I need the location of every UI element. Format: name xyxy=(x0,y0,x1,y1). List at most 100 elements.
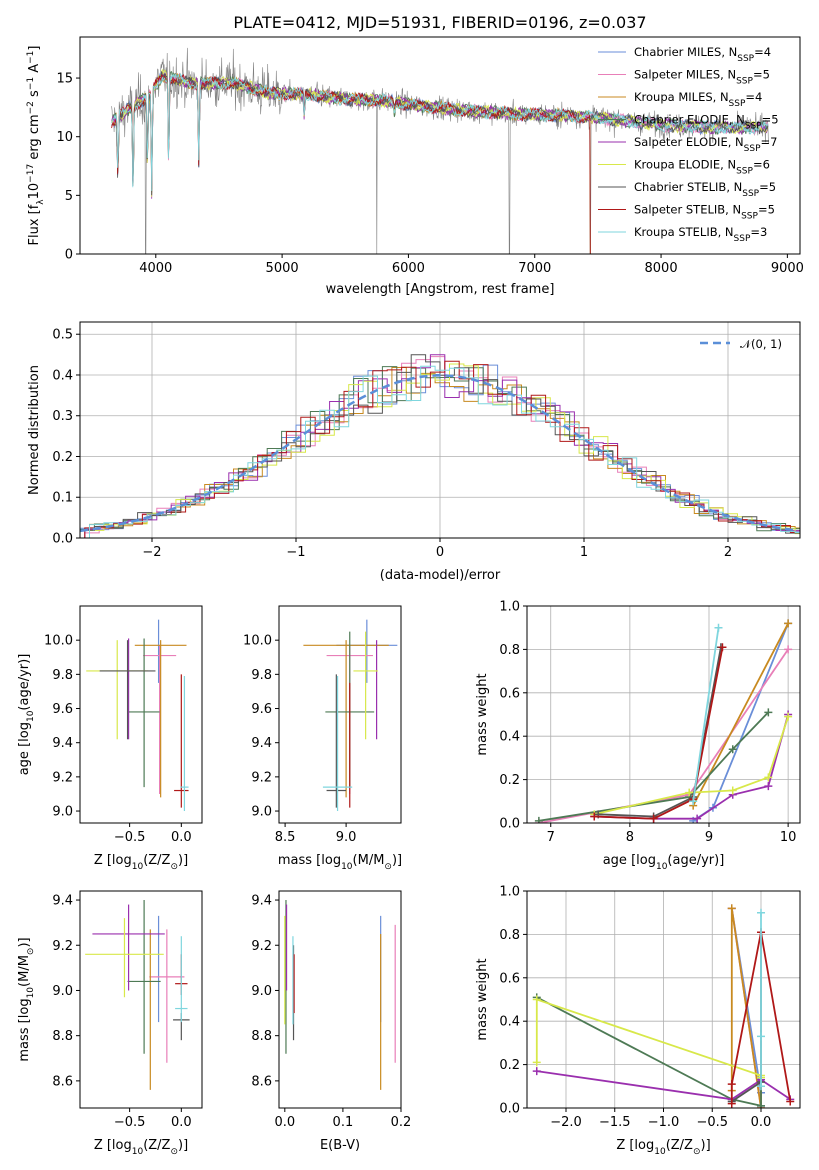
y-tick-label: 9.2 xyxy=(251,770,272,785)
residuals-panel: −2 −1 0 1 2 0.0 0.1 0.2 0.3 0.4 0.5 𝒩(0, 1) (data-mo… xyxy=(27,321,801,583)
x-tick-label: 0.0 xyxy=(171,830,192,845)
series-marker xyxy=(764,708,773,717)
series-marker xyxy=(693,814,702,823)
series-marker xyxy=(727,1099,736,1108)
axes-frame xyxy=(79,36,801,255)
x-tick-label: 0.1 xyxy=(333,1115,354,1130)
series-marker xyxy=(590,812,599,821)
errorbar-salpeter-miles xyxy=(143,645,177,794)
x-tick-label: −0.5 xyxy=(114,1115,146,1130)
y-tick-label: 0.0 xyxy=(499,1102,520,1117)
x-tick-label: 5000 xyxy=(266,261,299,276)
series-line xyxy=(730,932,792,1104)
y-tick-label: 1.0 xyxy=(499,600,520,615)
y-tick-label: 9.4 xyxy=(251,736,272,751)
x-tick-label: 0.2 xyxy=(391,1115,412,1130)
errorbar-salpeter-stelib xyxy=(174,674,189,808)
age-vs-Z-panel: −0.5 0.0 9.0 9.2 9.4 9.6 9.8 10.0 Z [log10(Z/Z⊙)… xyxy=(17,605,203,872)
axes-frame xyxy=(79,890,203,1109)
massweight-vs-age-xlabel: age [log10(age/yr)] xyxy=(603,853,725,872)
series-marker xyxy=(649,814,658,823)
y-tick-label: 9.6 xyxy=(52,702,73,717)
series-marker xyxy=(532,1067,541,1076)
y-tick-label: 5 xyxy=(65,189,73,204)
histogram-salpeter-elodie xyxy=(84,354,800,538)
legend-entry-chabrier-elodie: Chabrier ELODIE, NSSP=5 xyxy=(634,113,779,132)
series-marker xyxy=(718,643,727,652)
errorbar-kroupa-miles xyxy=(134,640,187,798)
mass-vs-Z-ylabel: mass [log10(M/M⊙)] xyxy=(17,937,36,1061)
x-tick-label: 0.0 xyxy=(751,1115,772,1130)
spectrum-legend: Chabrier MILES, NSSP=4 Salpeter MILES, NS… xyxy=(598,45,779,244)
x-tick-label: 2 xyxy=(724,545,732,560)
series-line xyxy=(594,714,789,820)
y-tick-label: 0.1 xyxy=(52,491,73,506)
spectrum-title: PLATE=0412, MJD=51931, FIBERID=0196, z=0… xyxy=(233,13,646,32)
spectrum-model-kroupa-stelib xyxy=(111,72,769,191)
series-marker xyxy=(784,645,793,654)
series-line xyxy=(692,627,720,802)
histogram-chabrier-stelib xyxy=(80,354,800,538)
x-tick-label: −2.0 xyxy=(550,1115,582,1130)
y-tick-label: 8.8 xyxy=(52,1029,73,1044)
y-tick-label: 9.0 xyxy=(52,984,73,999)
axes-frame xyxy=(278,890,402,1109)
y-tick-label: 9.4 xyxy=(52,736,73,751)
axes-frame xyxy=(79,321,801,539)
axes-frame xyxy=(278,605,402,824)
series-marker xyxy=(534,816,543,823)
series-line xyxy=(594,647,724,820)
series-marker xyxy=(532,1058,541,1067)
series-marker xyxy=(727,904,736,913)
x-tick-label: 7 xyxy=(547,830,555,845)
errorbar-chabrier-elodie xyxy=(127,900,161,1054)
series-marker xyxy=(532,995,541,1004)
y-tick-label: 9.0 xyxy=(251,984,272,999)
histogram-kroupa-stelib xyxy=(89,365,800,538)
series-marker xyxy=(685,788,694,797)
y-tick-label: 10 xyxy=(56,130,73,145)
errorbar-kroupa-elodie xyxy=(353,631,378,740)
series-marker xyxy=(786,1097,795,1106)
x-tick-label: 1 xyxy=(580,545,588,560)
histogram-salpeter-stelib xyxy=(84,360,800,538)
y-tick-label: 8.8 xyxy=(251,1029,272,1044)
y-tick-label: 0.5 xyxy=(52,328,73,343)
x-tick-label: 9000 xyxy=(771,261,804,276)
legend-entry-salpeter-elodie: Salpeter ELODIE, NSSP=7 xyxy=(634,135,777,154)
spectrum-xlabel: wavelength [Angstrom, rest frame] xyxy=(326,282,555,297)
y-tick-label: 9.0 xyxy=(52,805,73,820)
massweight-vs-Z-panel: −2.0 −1.5 −1.0 −0.5 0.0 0.0 0.2 0.4 0.6 0.8 1.0 Z [… xyxy=(475,885,801,1157)
errorbar-kroupa-stelib xyxy=(180,676,189,812)
y-tick-label: 0.2 xyxy=(499,773,520,788)
series-marker xyxy=(757,1082,765,1091)
series-marker xyxy=(764,773,773,782)
x-tick-label: 8000 xyxy=(645,261,678,276)
x-tick-label: −0.5 xyxy=(114,830,146,845)
series-line xyxy=(536,996,762,1107)
y-tick-label: 9.8 xyxy=(52,668,73,683)
y-tick-label: 9.2 xyxy=(52,770,73,785)
series-marker xyxy=(757,1032,765,1041)
errorbar-salpeter-elodie xyxy=(92,904,165,991)
series-kroupa-elodie xyxy=(590,712,793,819)
series-marker xyxy=(728,786,737,795)
series-line xyxy=(535,998,762,1078)
errorbar-kroupa-stelib xyxy=(175,936,188,1023)
spectrum-panel: PLATE=0412, MJD=51931, FIBERID=0196, z=0… xyxy=(26,13,804,297)
y-tick-label: 9.2 xyxy=(251,939,272,954)
x-tick-label: −0.5 xyxy=(696,1115,728,1130)
y-tick-label: 0.8 xyxy=(499,928,520,943)
legend-entry-chabrier-stelib: Chabrier STELIB, NSSP=5 xyxy=(634,180,776,199)
legend-gaussian-label: 𝒩(0, 1) xyxy=(740,337,782,351)
axes-frame xyxy=(526,605,801,824)
y-tick-label: 0.0 xyxy=(499,817,520,832)
series-marker xyxy=(784,619,793,628)
y-tick-label: 0.6 xyxy=(499,686,520,701)
legend-entry-salpeter-stelib: Salpeter STELIB, NSSP=5 xyxy=(634,203,775,222)
y-tick-label: 0.4 xyxy=(499,730,520,745)
legend-entry-salpeter-miles: Salpeter MILES, NSSP=5 xyxy=(634,68,770,87)
errorbar-kroupa-miles xyxy=(303,640,389,798)
